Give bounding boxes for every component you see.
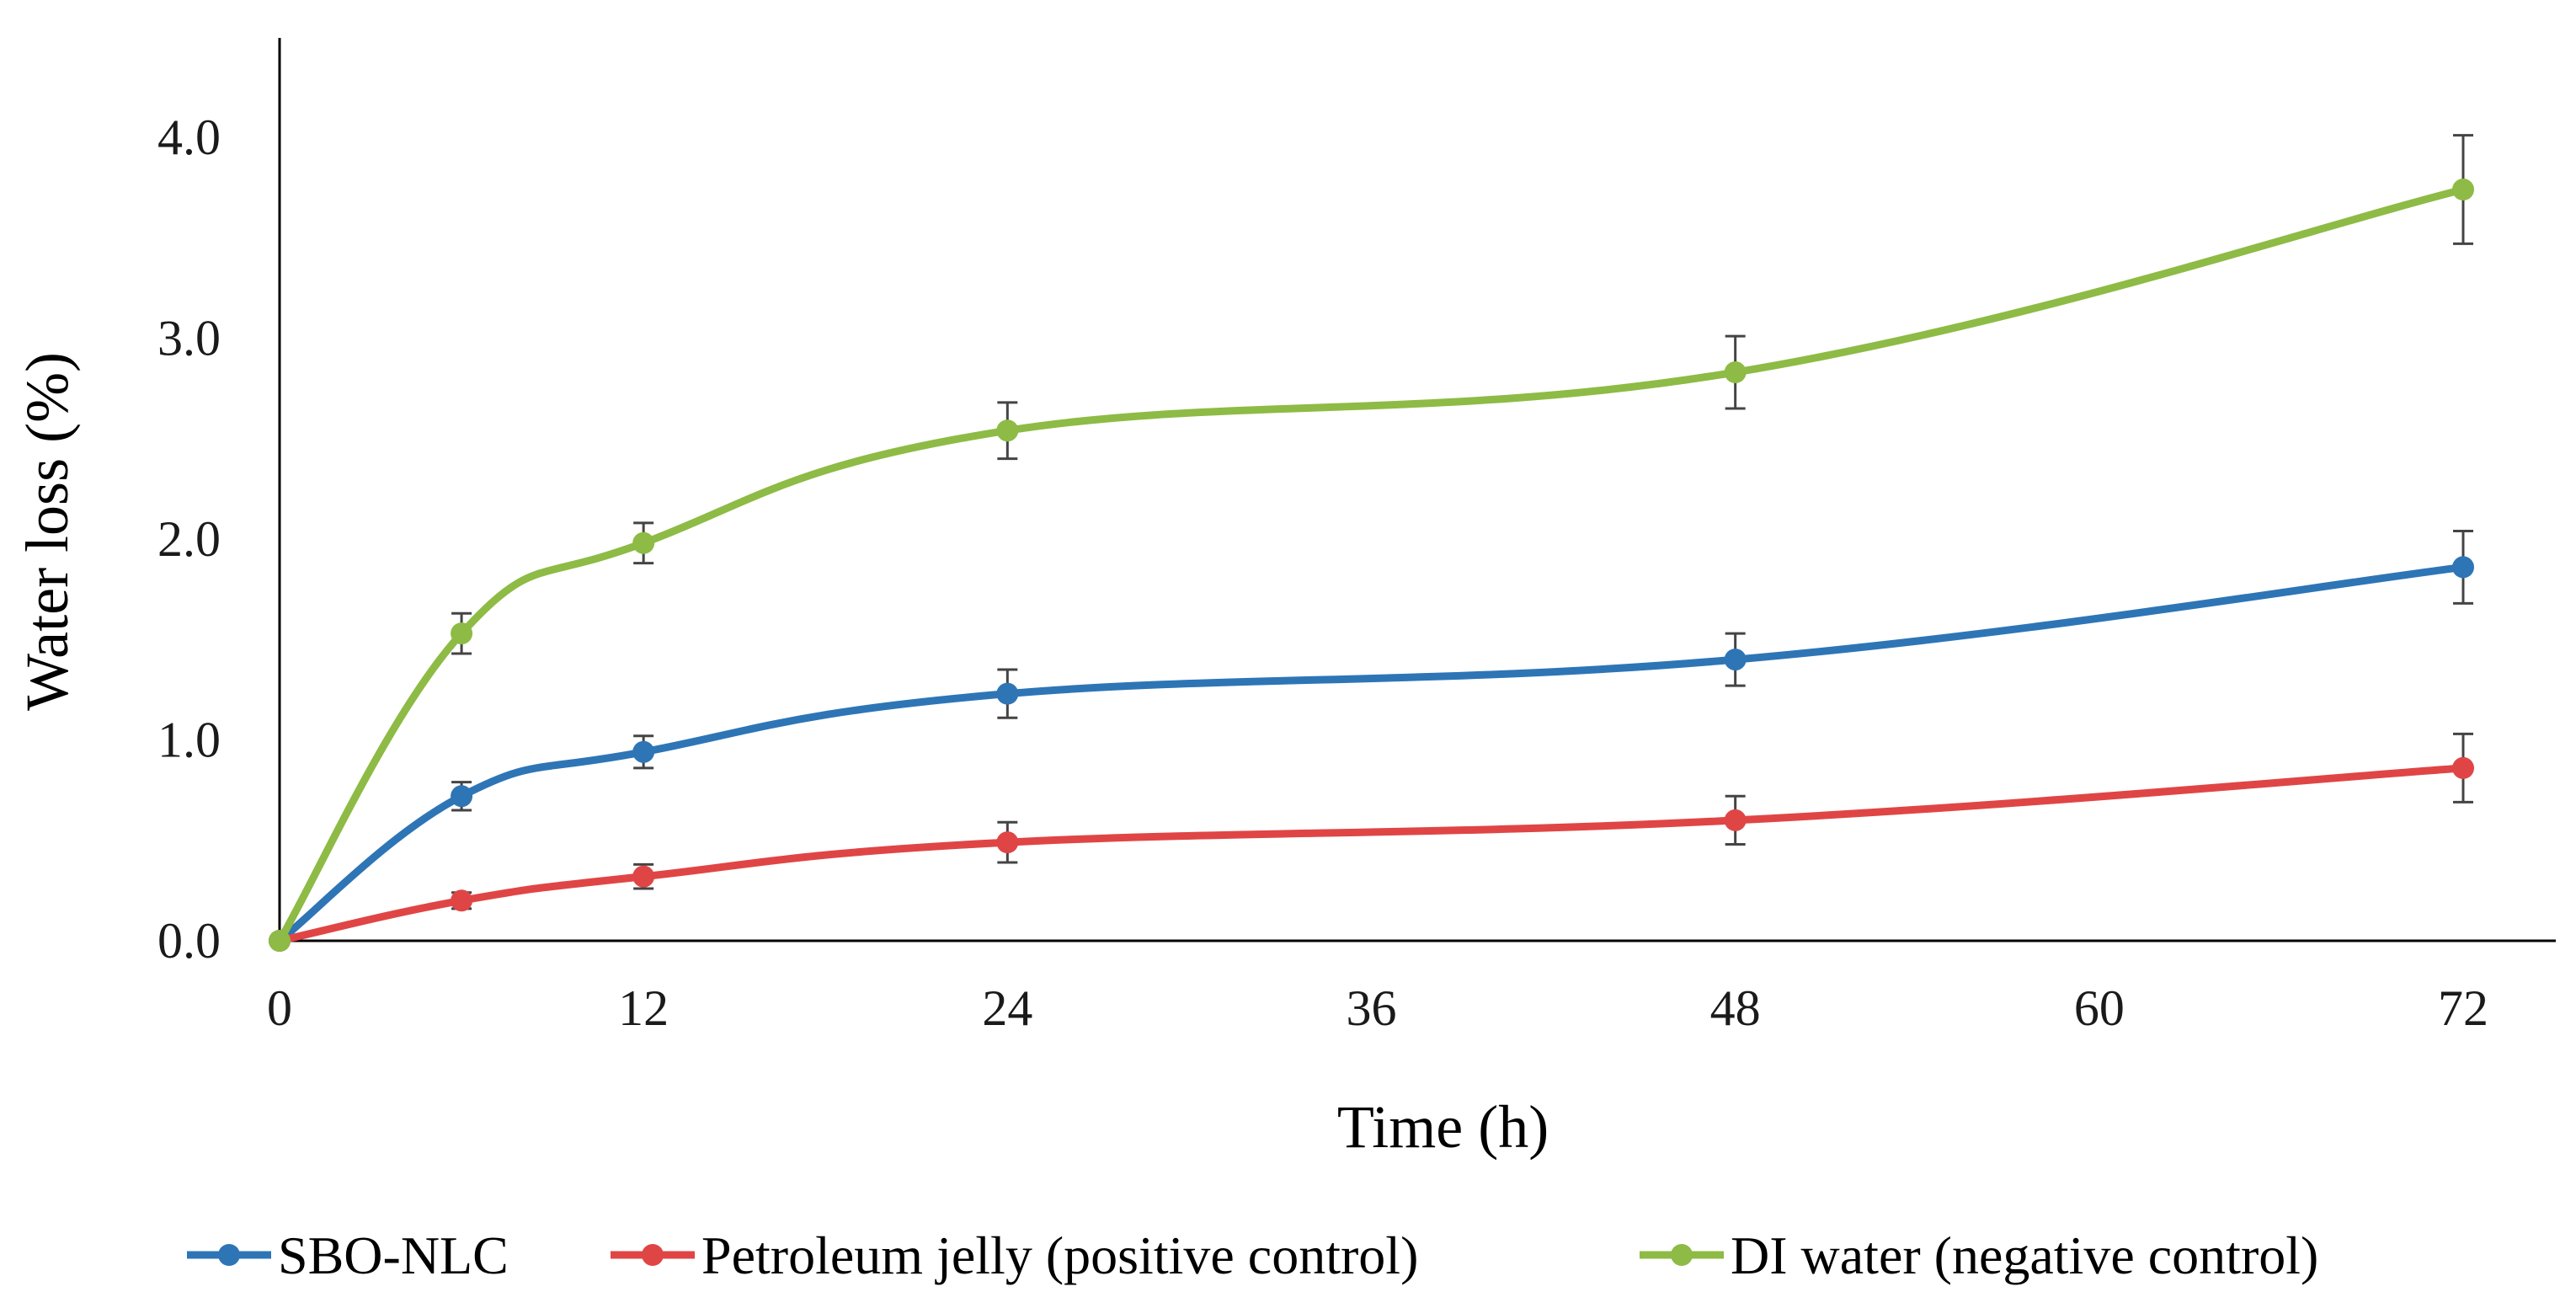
legend-item-2[interactable]: Petroleum jelly (positive control) [611,1225,1418,1285]
plot-area [269,134,2474,952]
y-tick-label: 1.0 [157,713,221,768]
data-point [632,531,655,554]
data-point [632,865,655,888]
data-point [2452,179,2474,201]
y-tick-label: 4.0 [157,109,221,165]
data-point [996,419,1019,442]
x-tick-label: 12 [618,980,669,1036]
x-tick-label: 60 [2074,980,2125,1036]
data-point [1724,649,1747,671]
series-2 [269,732,2474,952]
data-point [451,785,473,808]
x-tick-label: 48 [1710,980,1761,1036]
y-tick-label: 0.0 [157,913,221,969]
legend-swatch-marker [218,1244,240,1266]
series-line [275,764,2467,945]
legend-swatch-marker [642,1244,664,1266]
x-tick-label: 0 [267,980,292,1036]
data-point [451,889,473,912]
series-3 [269,134,2474,952]
legend-label: DI water (negative control) [1731,1225,2318,1285]
y-axis: 0.0 1.0 2.0 3.0 4.0 [157,38,281,969]
legend-item-1[interactable]: SBO-NLC [187,1225,509,1285]
legend-label: SBO-NLC [278,1225,509,1285]
x-tick-label: 24 [982,980,1032,1036]
x-axis: 0 12 24 36 48 60 72 [267,939,2556,1036]
series-line [275,185,2467,945]
data-point [996,831,1019,854]
legend-item-3[interactable]: DI water (negative control) [1640,1225,2318,1285]
series-line [275,563,2467,945]
data-point [269,930,291,952]
y-axis-title: Water loss (%) [13,352,81,711]
y-tick-label: 2.0 [157,511,221,567]
x-axis-title: Time (h) [1337,1093,1549,1161]
legend[interactable]: SBO-NLC Petroleum jelly (positive control… [187,1225,2318,1285]
y-tick-label: 3.0 [157,311,221,366]
data-point [2452,556,2474,579]
data-point [451,622,473,645]
x-tick-label: 36 [1347,980,1397,1036]
data-point [2452,756,2474,779]
data-point [1724,361,1747,384]
data-point [996,682,1019,705]
x-tick-label: 72 [2438,980,2488,1036]
legend-swatch-marker [1671,1244,1693,1266]
data-point [1724,809,1747,831]
data-point [632,740,655,763]
series-1 [269,529,2474,952]
legend-label: Petroleum jelly (positive control) [701,1225,1418,1285]
